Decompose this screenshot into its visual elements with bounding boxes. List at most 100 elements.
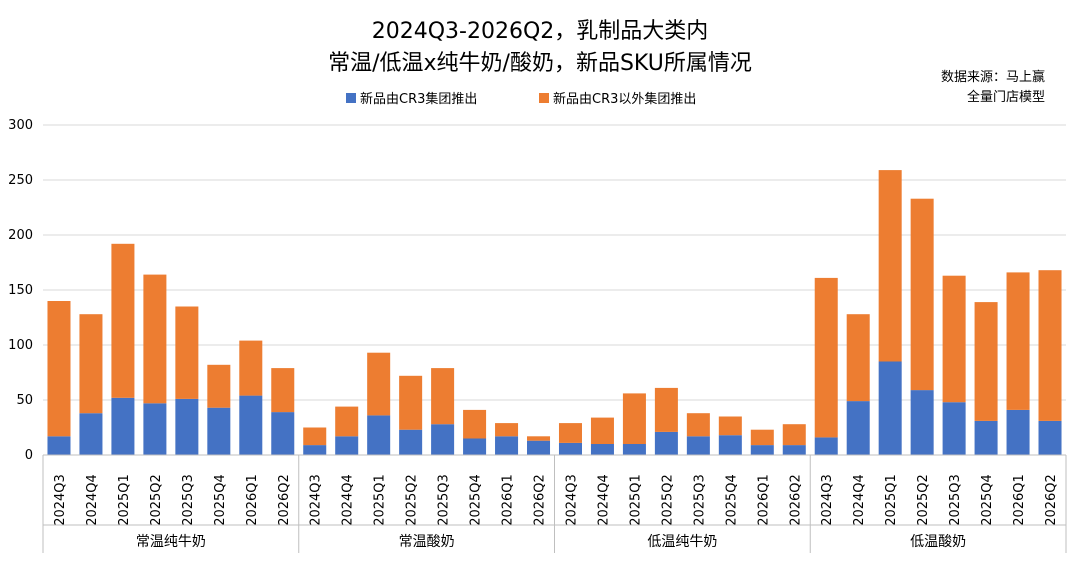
bar-segment-cr3 (718, 435, 742, 455)
bar-segment-non-cr3 (527, 436, 551, 441)
x-tick-label: 2025Q1 (628, 474, 643, 526)
bar-segment-non-cr3 (79, 314, 103, 414)
bar-segment-cr3 (814, 437, 838, 455)
chart-title-line2: 常温/低温x纯牛奶/酸奶，新品SKU所属情况 (328, 51, 752, 76)
bar-segment-cr3 (750, 445, 774, 455)
x-tick-label: 2025Q3 (692, 474, 707, 526)
bar-segment-non-cr3 (143, 274, 167, 404)
source-note-line2: 全量门店模型 (967, 89, 1045, 105)
bar-segment-cr3 (974, 420, 998, 455)
bar-segment-cr3 (175, 398, 199, 455)
x-tick-label: 2025Q3 (437, 474, 452, 526)
bar-segment-non-cr3 (335, 406, 359, 437)
bar-segment-non-cr3 (303, 427, 327, 446)
bar-segment-cr3 (910, 390, 934, 455)
legend-swatch-cr3 (346, 93, 356, 103)
x-tick-label: 2026Q2 (1044, 474, 1059, 526)
bar-segment-non-cr3 (271, 368, 295, 413)
x-tick-label: 2025Q3 (181, 474, 196, 526)
x-tick-label: 2025Q3 (948, 474, 963, 526)
bar-segment-non-cr3 (942, 275, 966, 403)
x-tick-label: 2025Q1 (373, 474, 388, 526)
x-tick-label: 2026Q2 (533, 474, 548, 526)
bar-segment-cr3 (431, 424, 455, 455)
bar-segment-non-cr3 (718, 416, 742, 436)
bar-segment-cr3 (846, 401, 870, 455)
x-tick-label: 2025Q4 (469, 474, 484, 526)
y-tick-label: 0 (25, 448, 33, 463)
y-tick-label: 250 (8, 173, 33, 188)
x-tick-label: 2024Q4 (596, 474, 611, 526)
x-tick-label: 2025Q2 (405, 474, 420, 526)
x-tick-label: 2025Q2 (149, 474, 164, 526)
x-tick-label: 2025Q1 (884, 474, 899, 526)
bar-segment-cr3 (686, 436, 710, 455)
bar-segment-non-cr3 (47, 301, 71, 437)
bars (47, 170, 1062, 455)
x-tick-label: 2025Q4 (724, 474, 739, 526)
bar-segment-non-cr3 (175, 306, 199, 399)
legend: 新品由CR3集团推出 新品由CR3以外集团推出 (346, 91, 696, 107)
bar-segment-non-cr3 (367, 352, 391, 416)
bar-segment-non-cr3 (207, 364, 231, 408)
legend-label-non-cr3: 新品由CR3以外集团推出 (553, 91, 696, 107)
x-axis: 2024Q3 2024Q4 2025Q1 2025Q2 2025Q3 2025Q4 2026… (42, 454, 1067, 553)
x-tick-label: 2024Q4 (852, 474, 867, 526)
bar-segment-cr3 (654, 431, 678, 455)
y-tick-label: 50 (16, 393, 33, 408)
bar-segment-non-cr3 (111, 243, 135, 398)
bar-segment-non-cr3 (686, 413, 710, 437)
bar-segment-non-cr3 (495, 423, 519, 437)
bar-segment-cr3 (942, 402, 966, 455)
bar-segment-non-cr3 (782, 424, 806, 446)
x-tick-label: 2026Q1 (245, 474, 260, 526)
y-tick-label: 200 (8, 228, 33, 243)
bar-segment-cr3 (111, 397, 135, 455)
y-tick-label: 100 (8, 338, 33, 353)
bar-segment-cr3 (239, 395, 263, 455)
x-tick-label: 2026Q1 (756, 474, 771, 526)
bar-segment-non-cr3 (750, 429, 774, 446)
bar-segment-non-cr3 (974, 302, 998, 421)
bar-segment-non-cr3 (558, 423, 582, 443)
bar-segment-non-cr3 (1006, 272, 1030, 410)
x-tick-label: 2024Q3 (564, 474, 579, 526)
bar-segment-non-cr3 (399, 375, 423, 430)
bar-segment-cr3 (207, 407, 231, 455)
source-note-line1: 数据来源：马上赢 (941, 69, 1045, 85)
bar-segment-cr3 (782, 445, 806, 455)
bar-segment-non-cr3 (463, 409, 487, 439)
bar-segment-cr3 (399, 429, 423, 455)
bar-segment-cr3 (303, 445, 327, 455)
bar-segment-cr3 (367, 415, 391, 455)
group-label: 常温酸奶 (399, 534, 455, 550)
bar-segment-cr3 (527, 440, 551, 455)
x-tick-label: 2024Q3 (820, 474, 835, 526)
bar-segment-cr3 (590, 444, 614, 455)
bar-segment-non-cr3 (910, 198, 934, 391)
x-tick-label: 2025Q4 (213, 474, 228, 526)
bar-segment-cr3 (79, 413, 103, 455)
x-tick-label: 2024Q4 (85, 474, 100, 526)
bar-segment-non-cr3 (1038, 270, 1062, 421)
chart-title-line1: 2024Q3-2026Q2，乳制品大类内 (372, 19, 709, 44)
x-tick-label: 2026Q2 (788, 474, 803, 526)
bar-segment-cr3 (271, 412, 295, 455)
x-tick-label: 2024Q4 (341, 474, 356, 526)
bar-segment-cr3 (1006, 409, 1030, 455)
legend-label-cr3: 新品由CR3集团推出 (360, 91, 477, 107)
bar-segment-non-cr3 (814, 277, 838, 438)
y-tick-label: 300 (8, 118, 33, 133)
bar-segment-cr3 (1038, 420, 1062, 455)
bar-segment-non-cr3 (622, 393, 646, 444)
bar-segment-cr3 (47, 436, 71, 455)
group-label: 低温纯牛奶 (647, 534, 717, 550)
y-axis: 0 50 100 150 200 250 300 (8, 118, 33, 463)
x-tick-label: 2025Q4 (980, 474, 995, 526)
bar-segment-non-cr3 (654, 387, 678, 432)
x-tick-label: 2025Q2 (660, 474, 675, 526)
bar-segment-cr3 (335, 436, 359, 455)
x-tick-label: 2026Q1 (1012, 474, 1027, 526)
